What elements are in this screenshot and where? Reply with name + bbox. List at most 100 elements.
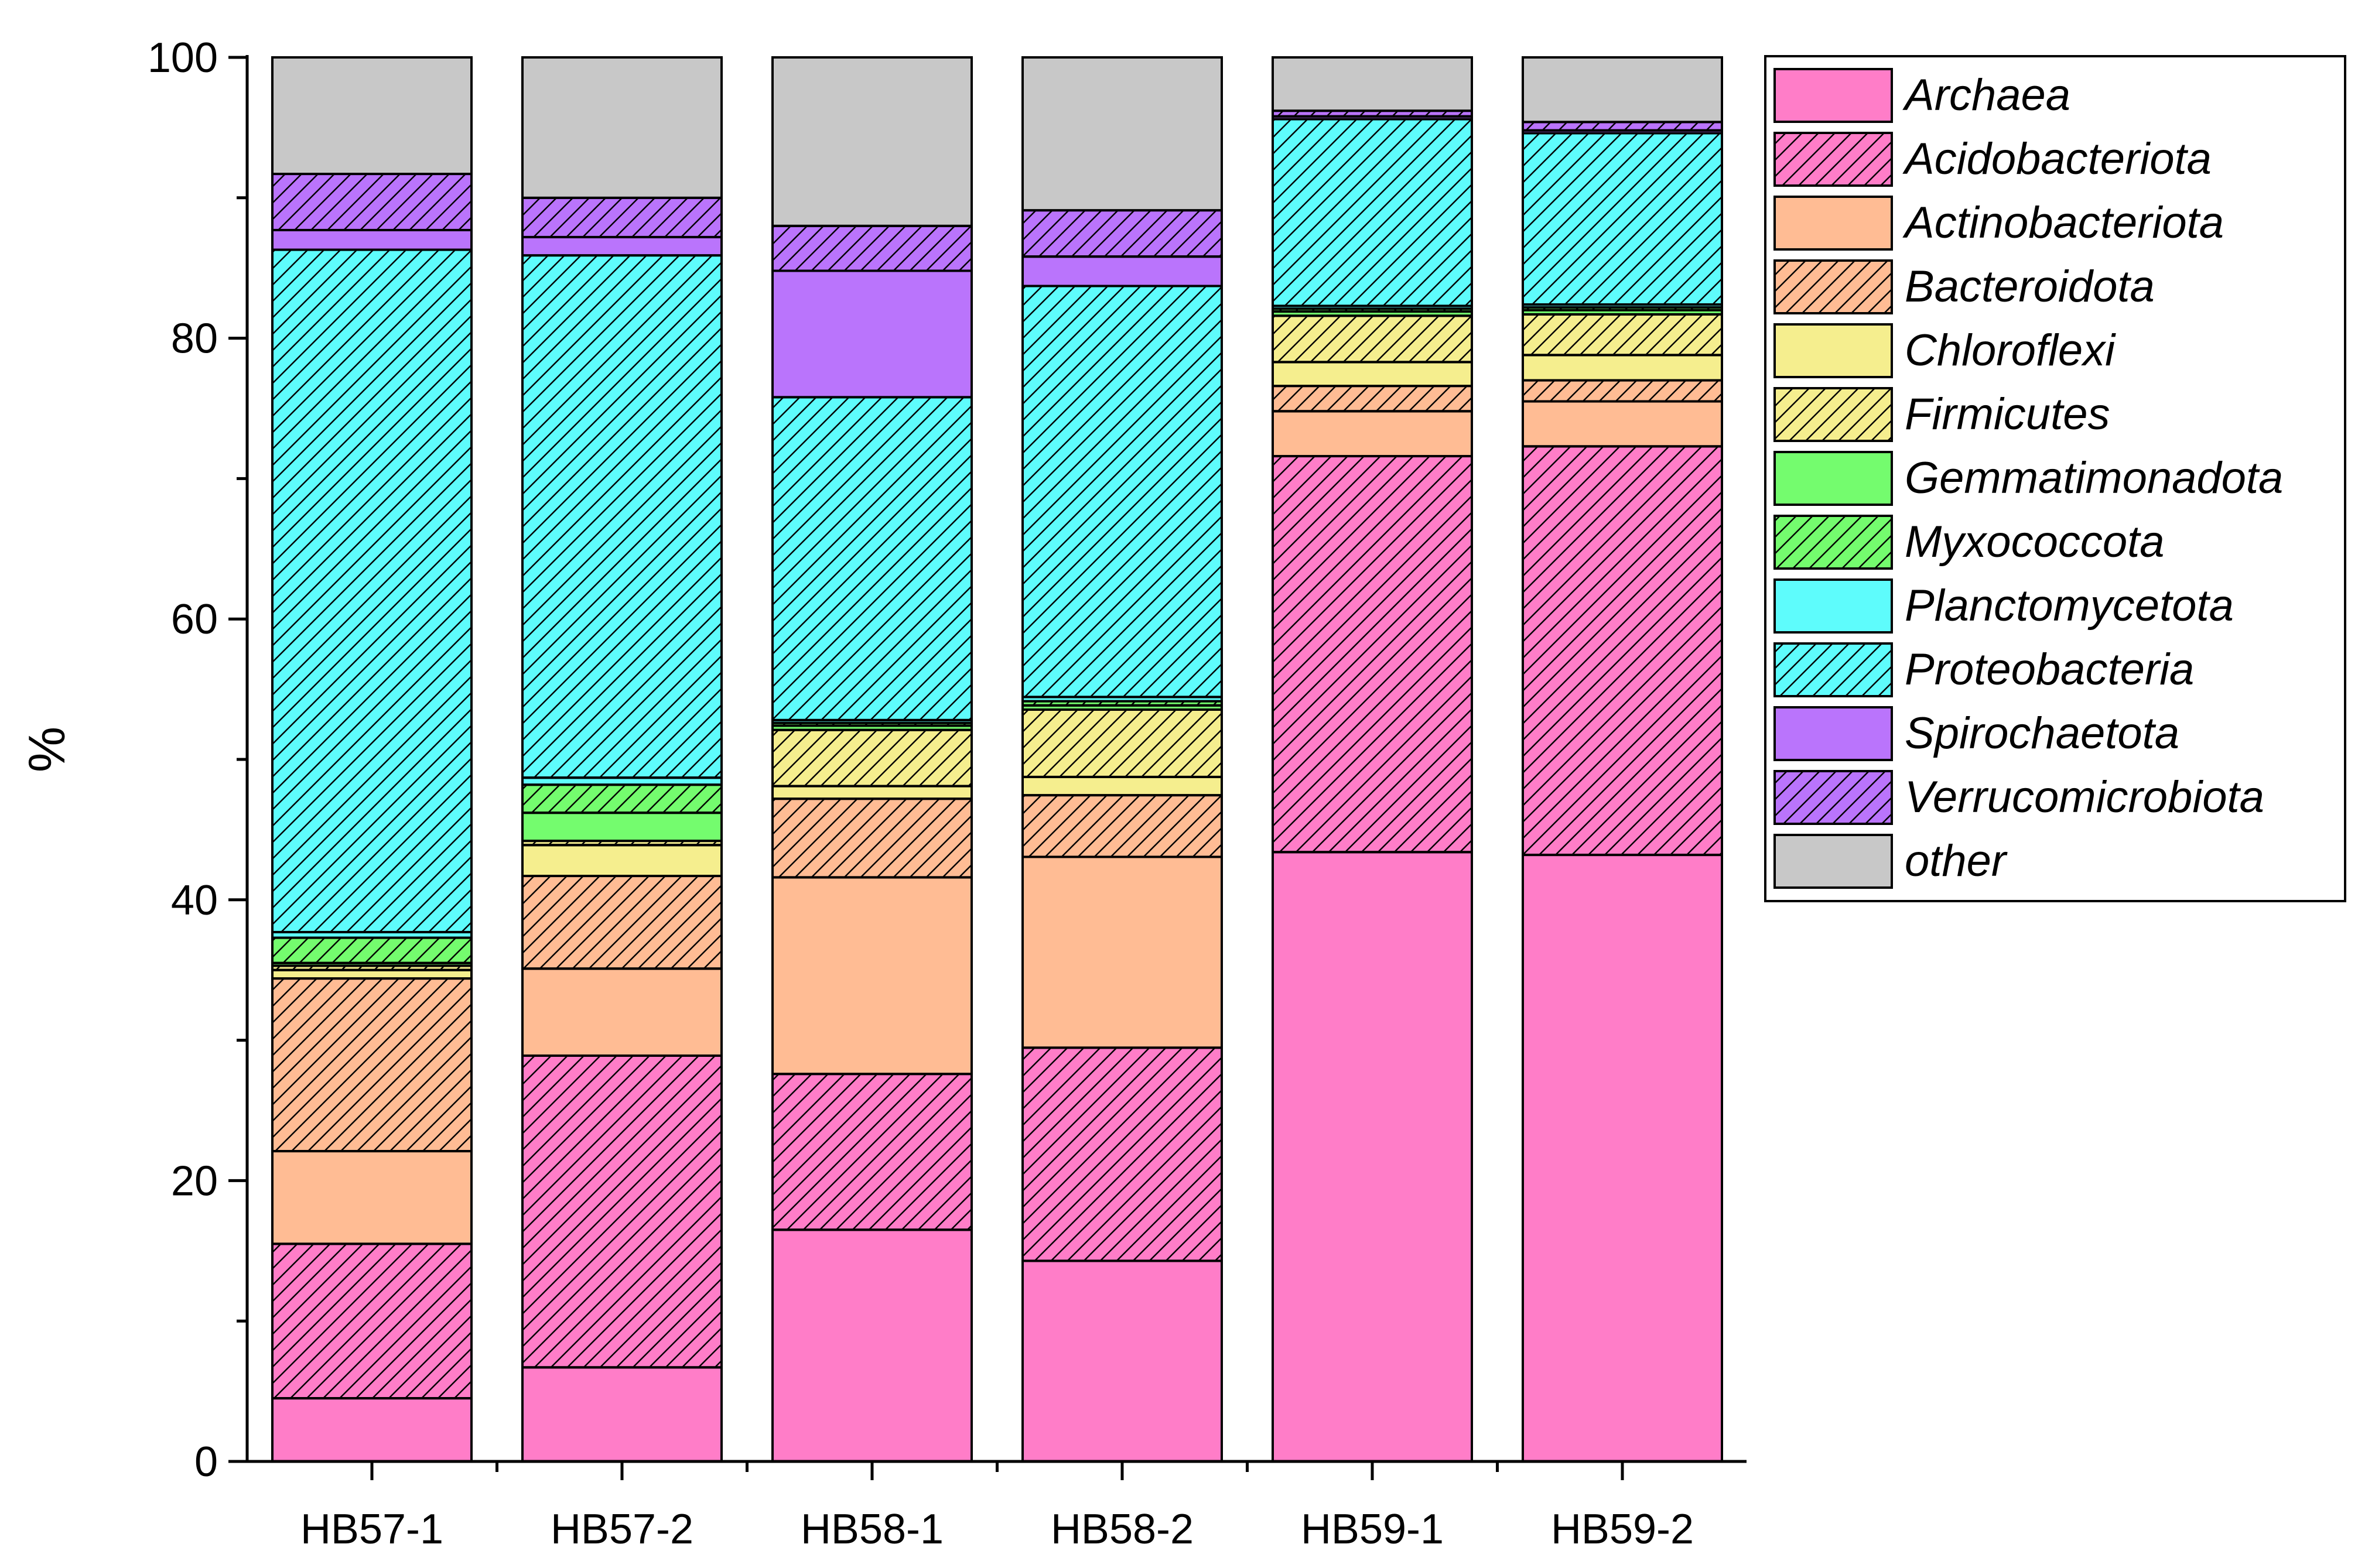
bar-hb58-1-proteobacteria-hatch: [771, 396, 973, 721]
bar-hb59-2-actinobacteriota: [1522, 400, 1723, 448]
legend-label-other: other: [1905, 836, 2008, 886]
bar-hb58-2-actinobacteriota: [1021, 855, 1223, 1049]
bar-hb59-2-bacteroidota-hatch: [1522, 379, 1723, 403]
x-tick-label-hb57-2: HB57-2: [551, 1506, 693, 1553]
bar-hb58-2-proteobacteria-hatch: [1021, 285, 1223, 699]
bar-hb57-2-spirochaetota: [521, 235, 723, 257]
bar-hb57-2-actinobacteriota: [521, 967, 723, 1057]
bar-hb58-1-actinobacteriota: [771, 876, 973, 1076]
bar-hb57-1-other: [271, 56, 473, 176]
legend-swatch-chloroflexi: [1773, 323, 1893, 378]
bar-hb57-2-proteobacteria-hatch: [521, 254, 723, 779]
bar-hb59-2-archaea: [1522, 854, 1723, 1463]
bar-hb57-1-bacteroidota-hatch: [271, 977, 473, 1153]
bar-hb59-2-firmicutes-hatch: [1522, 313, 1723, 357]
legend-swatch-spirochaetota: [1773, 706, 1893, 761]
bar-hb59-1-bacteroidota-hatch: [1272, 385, 1473, 413]
bar-hb58-2-acidobacteriota-hatch: [1021, 1046, 1223, 1262]
bar-hb57-1-proteobacteria-hatch: [271, 248, 473, 933]
bar-hb57-2-other: [521, 56, 723, 199]
legend-label-planctomycetota: Planctomycetota: [1905, 581, 2234, 631]
y-tick-label-40: 40: [171, 877, 218, 924]
x-tick-label-hb59-1: HB59-1: [1301, 1506, 1444, 1553]
bar-hb58-1-other: [771, 56, 973, 227]
legend-swatch-hatch-verrucomicrobiota: [1773, 770, 1893, 825]
bar-hb58-2-other: [1021, 56, 1223, 212]
bar-hb57-2-acidobacteriota-hatch: [521, 1054, 723, 1369]
bar-hb57-1-spirochaetota: [271, 228, 473, 251]
bar-hb58-2-spirochaetota: [1021, 255, 1223, 287]
bar-hb57-1-archaea: [271, 1397, 473, 1463]
bar-hb57-2-bacteroidota-hatch: [521, 875, 723, 970]
bar-hb58-1-acidobacteriota-hatch: [771, 1073, 973, 1231]
legend: Archaea Acidobacteriota Actinobacteriota Ba…: [1764, 55, 2346, 902]
legend-swatch-archaea: [1773, 68, 1893, 123]
legend-label-bacteroidota: Bacteroidota: [1905, 262, 2155, 311]
bar-hb58-2-verrucomicrobiota-hatch: [1021, 209, 1223, 258]
bar-hb58-1-spirochaetota: [771, 269, 973, 399]
legend-label-chloroflexi: Chloroflexi: [1905, 326, 2116, 375]
bar-hb58-1-bacteroidota-hatch: [771, 797, 973, 879]
bar-hb59-2-proteobacteria-hatch: [1522, 132, 1723, 306]
legend-label-myxococcota: Myxococcota: [1905, 517, 2165, 567]
legend-label-archaea: Archaea: [1902, 70, 2070, 120]
legend-label-gemmatimonadota: Gemmatimonadota: [1905, 453, 2283, 503]
legend-label-firmicutes: Firmicutes: [1905, 389, 2110, 439]
bar-hb59-1-other: [1272, 56, 1473, 112]
bar-hb57-2-gemmatimonadota: [521, 812, 723, 843]
bar-hb59-1-proteobacteria-hatch: [1272, 118, 1473, 307]
legend-swatch-gemmatimonadota: [1773, 451, 1893, 506]
bar-hb59-2-acidobacteriota-hatch: [1522, 445, 1723, 857]
bar-hb59-1-acidobacteriota-hatch: [1272, 455, 1473, 854]
x-tick-label-hb59-2: HB59-2: [1551, 1506, 1694, 1553]
bar-hb59-1-archaea: [1272, 851, 1473, 1463]
bar-hb59-1-chloroflexi: [1272, 361, 1473, 388]
legend-swatch-other: [1773, 834, 1893, 889]
bar-hb59-2-other: [1522, 56, 1723, 124]
bar-hb57-2-archaea: [521, 1366, 723, 1463]
legend-label-verrucomicrobiota: Verrucomicrobiota: [1905, 772, 2264, 822]
legend-swatch-hatch-bacteroidota: [1773, 259, 1893, 314]
y-tick-label-60: 60: [171, 596, 218, 643]
bar-hb57-1-verrucomicrobiota-hatch: [271, 173, 473, 231]
x-tick-label-hb58-2: HB58-2: [1051, 1506, 1194, 1553]
legend-swatch-planctomycetota: [1773, 578, 1893, 634]
bar-hb58-1-firmicutes-hatch: [771, 728, 973, 788]
bar-hb57-2-chloroflexi: [521, 844, 723, 878]
bar-hb58-1-archaea: [771, 1228, 973, 1463]
y-tick-label-80: 80: [171, 316, 218, 362]
y-tick-label-20: 20: [171, 1158, 218, 1204]
bar-hb58-1-verrucomicrobiota-hatch: [771, 224, 973, 272]
legend-swatch-actinobacteriota: [1773, 196, 1893, 251]
legend-swatch-hatch-acidobacteriota: [1773, 132, 1893, 187]
bar-hb58-1-chloroflexi: [771, 785, 973, 800]
y-tick-label-100: 100: [148, 35, 218, 81]
bar-hb59-1-firmicutes-hatch: [1272, 314, 1473, 364]
bar-hb57-1-acidobacteriota-hatch: [271, 1242, 473, 1400]
x-tick-label-hb58-1: HB58-1: [801, 1506, 944, 1553]
bar-hb58-2-chloroflexi: [1021, 775, 1223, 797]
y-tick-label-0: 0: [194, 1439, 218, 1485]
bar-hb59-2-chloroflexi: [1522, 354, 1723, 382]
y-axis-title: %: [18, 727, 76, 772]
bar-hb57-2-verrucomicrobiota-hatch: [521, 196, 723, 238]
legend-label-spirochaetota: Spirochaetota: [1905, 708, 2179, 758]
x-tick-label-hb57-1: HB57-1: [300, 1506, 443, 1553]
legend-swatch-hatch-myxococcota: [1773, 515, 1893, 570]
legend-label-acidobacteriota: Acidobacteriota: [1902, 134, 2212, 184]
bars-layer: [271, 56, 1723, 1463]
legend-label-actinobacteriota: Actinobacteriota: [1902, 198, 2224, 248]
bar-hb57-1-chloroflexi: [271, 968, 473, 980]
legend-swatch-hatch-firmicutes: [1773, 387, 1893, 442]
bar-hb57-1-actinobacteriota: [271, 1150, 473, 1245]
bar-hb58-2-bacteroidota-hatch: [1021, 794, 1223, 858]
legend-label-proteobacteria: Proteobacteria: [1905, 645, 2194, 694]
bar-hb59-2-verrucomicrobiota-hatch: [1522, 121, 1723, 132]
axes-layer: 0 20 40 60 80 100 HB57-1 HB57-2 HB58-1 HB58-2 HB59…: [148, 35, 1747, 1553]
bar-hb59-1-actinobacteriota: [1272, 410, 1473, 458]
legend-swatch-hatch-proteobacteria: [1773, 642, 1893, 697]
bar-hb58-2-archaea: [1021, 1259, 1223, 1463]
bar-hb57-1-myxococcota-hatch: [271, 936, 473, 964]
